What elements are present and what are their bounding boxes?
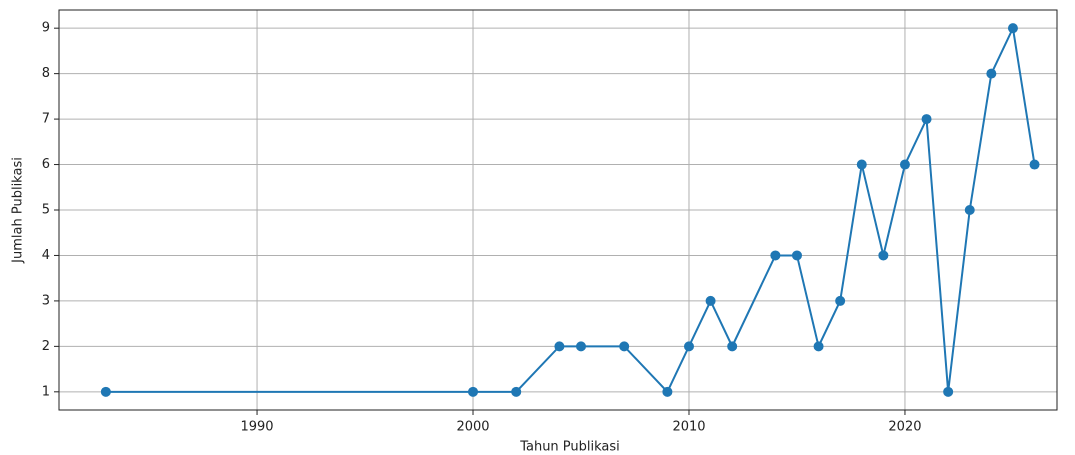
plot-frame: [58, 9, 1058, 411]
marker: [899, 159, 910, 170]
y-axis-label: Jumlah Publikasi: [11, 157, 26, 264]
marker: [856, 159, 867, 170]
y-tick-label: 3: [42, 293, 50, 308]
marker: [576, 341, 587, 352]
marker: [835, 295, 846, 306]
x-tick-label: 2000: [456, 420, 489, 435]
marker: [662, 386, 673, 397]
y-tick-label: 7: [42, 112, 50, 127]
marker: [727, 341, 738, 352]
marker: [921, 114, 932, 125]
y-tick-label: 2: [42, 339, 50, 354]
marker: [791, 250, 802, 261]
marker: [878, 250, 889, 261]
marker: [943, 386, 954, 397]
y-tick-label: 5: [42, 203, 50, 218]
marker: [619, 341, 630, 352]
y-tick-label: 1: [42, 384, 50, 399]
marker: [683, 341, 694, 352]
marker: [511, 386, 522, 397]
marker: [100, 386, 111, 397]
marker: [554, 341, 565, 352]
y-tick-label: 9: [42, 21, 50, 36]
marker: [1007, 23, 1018, 34]
x-tick-label: 2020: [888, 420, 921, 435]
x-axis-label: Tahun Publikasi: [519, 440, 620, 455]
marker: [986, 68, 997, 79]
marker: [813, 341, 824, 352]
y-tick-label: 4: [42, 248, 50, 263]
x-tick-label: 2010: [672, 420, 705, 435]
x-tick-label: 1990: [240, 420, 273, 435]
y-tick-label: 6: [42, 157, 50, 172]
marker: [964, 205, 975, 215]
marker: [468, 386, 479, 397]
marker: [1029, 159, 1040, 170]
marker: [770, 250, 781, 261]
y-tick-label: 8: [42, 66, 50, 81]
marker: [705, 295, 716, 306]
